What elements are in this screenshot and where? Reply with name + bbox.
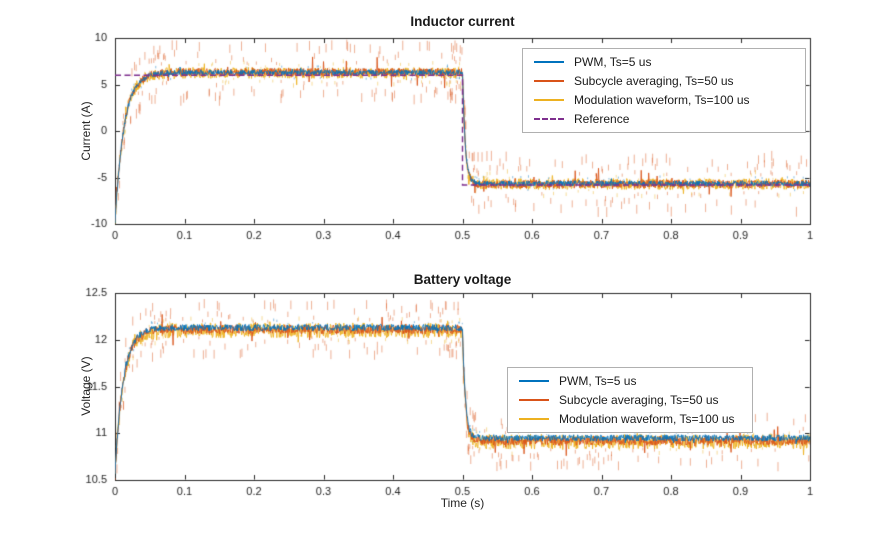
- legend-label: PWM, Ts=5 us: [559, 374, 637, 388]
- legend-entry-modulation: Modulation waveform, Ts=100 us: [519, 411, 741, 427]
- legend-label: Subcycle averaging, Ts=50 us: [574, 74, 734, 88]
- legend-line-swatch: [534, 80, 564, 82]
- legend-label: Subcycle averaging, Ts=50 us: [559, 393, 719, 407]
- legend-label: Modulation waveform, Ts=100 us: [574, 93, 750, 107]
- legend-entry-pwm: PWM, Ts=5 us: [519, 373, 741, 389]
- y-axis-label-voltage: Voltage (V): [79, 356, 93, 416]
- x-axis-label-time: Time (s): [440, 496, 485, 510]
- legend-entry-reference: Reference: [534, 111, 794, 127]
- legend-line-swatch: [519, 380, 549, 382]
- legend-battery-voltage: PWM, Ts=5 us Subcycle averaging, Ts=50 u…: [507, 367, 753, 433]
- legend-label: Reference: [574, 112, 630, 126]
- legend-line-swatch: [519, 418, 549, 420]
- chart-title-inductor-current: Inductor current: [410, 14, 515, 29]
- legend-entry-subcycle: Subcycle averaging, Ts=50 us: [534, 73, 794, 89]
- chart-title-battery-voltage: Battery voltage: [413, 272, 512, 287]
- legend-inductor-current: PWM, Ts=5 us Subcycle averaging, Ts=50 u…: [522, 48, 806, 133]
- legend-label: PWM, Ts=5 us: [574, 55, 652, 69]
- legend-line-swatch: [519, 399, 549, 401]
- y-axis-label-current: Current (A): [79, 101, 93, 161]
- legend-line-swatch: [534, 61, 564, 63]
- legend-entry-subcycle: Subcycle averaging, Ts=50 us: [519, 392, 741, 408]
- legend-entry-modulation: Modulation waveform, Ts=100 us: [534, 92, 794, 108]
- legend-entry-pwm: PWM, Ts=5 us: [534, 54, 794, 70]
- legend-line-swatch: [534, 99, 564, 101]
- legend-line-swatch: [534, 118, 564, 120]
- legend-label: Modulation waveform, Ts=100 us: [559, 412, 735, 426]
